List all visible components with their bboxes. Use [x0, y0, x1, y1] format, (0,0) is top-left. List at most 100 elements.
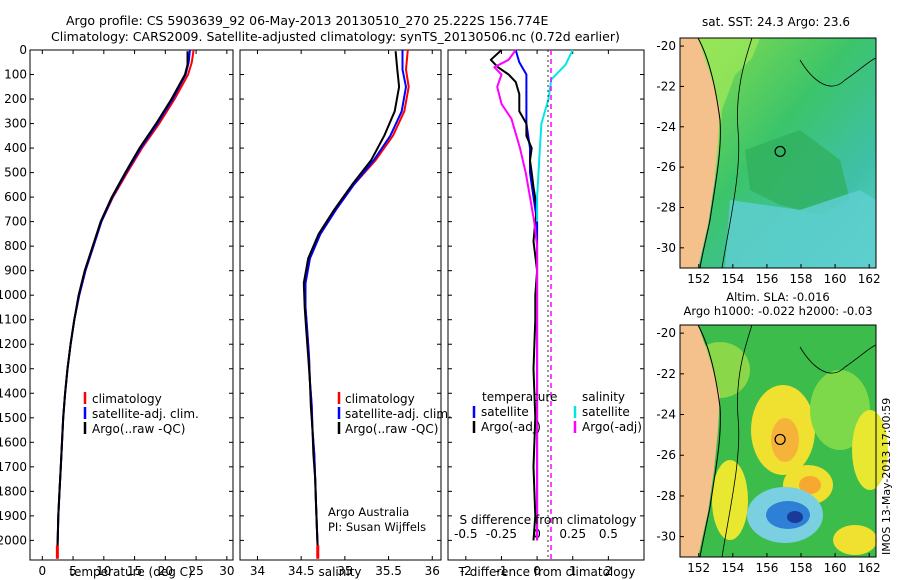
- temperature-legend: climatology satellite-adj. clim. Argo(..…: [83, 392, 199, 436]
- series-line-argo-raw-qc-: [302, 51, 401, 551]
- y-tick-label: 1200: [0, 337, 27, 351]
- difference-xlabel: T difference from climatology: [458, 565, 636, 579]
- sst-map-title: sat. SST: 24.3 Argo: 23.6: [702, 15, 850, 29]
- y-tick-label: 1100: [0, 313, 27, 327]
- sla-anomaly-k: [833, 525, 877, 555]
- lon-tick-label: 156: [755, 272, 778, 286]
- sst-reef-contour: [799, 57, 877, 87]
- sst-shelf-contour: [721, 37, 753, 269]
- lon-tick-label: 160: [824, 272, 847, 286]
- difference-legend: temperature salinity satellite Argo(-adj…: [472, 390, 642, 434]
- sla-map-frame: [679, 324, 877, 558]
- lon-tick-label: 154: [721, 561, 744, 575]
- lon-tick-label: 156: [755, 561, 778, 575]
- legend-label-climatology: climatology: [92, 392, 162, 406]
- lat-tick-label: -22: [656, 79, 676, 93]
- legend-label-argo: Argo(..raw -QC): [345, 422, 438, 436]
- sst-cool-south: [725, 190, 876, 268]
- lon-tick-label: 154: [721, 272, 744, 286]
- series-line-s-satellite: [536, 49, 574, 222]
- bottom-marker: [316, 545, 320, 559]
- legend-label-s-satellite: satellite: [582, 405, 630, 419]
- x-tick-label: 2: [605, 564, 613, 578]
- sst-map-axes: -20 -22 -24 -26 -28 -30 152 154 156 158 160 162: [656, 39, 880, 286]
- lat-tick-label: -24: [656, 408, 676, 422]
- sst-land-mask: [680, 38, 720, 268]
- temperature-series: [55, 49, 195, 559]
- sst-coastline: [697, 37, 721, 269]
- sla-anomaly-g: [799, 476, 821, 494]
- lon-tick-label: 162: [858, 272, 881, 286]
- lon-tick-label: 158: [790, 272, 813, 286]
- x-tick-label: 10: [96, 564, 111, 578]
- y-tick-label: 500: [4, 166, 27, 180]
- legend-label-climatology: climatology: [345, 392, 415, 406]
- s-tick-label: 0.5: [599, 527, 618, 541]
- bottom-marker: [55, 545, 59, 559]
- salinity-series: [302, 49, 410, 559]
- y-tick-label: 1700: [0, 460, 27, 474]
- difference-xlabel-top: S difference from climatology: [460, 513, 637, 527]
- y-tick-label: 1300: [0, 362, 27, 376]
- y-tick-label: 700: [4, 215, 27, 229]
- sla-map-axes: -20 -22 -24 -26 -28 -30 152 154 156 158 160 162: [656, 326, 880, 575]
- y-tick-label: 0: [19, 43, 27, 57]
- y-tick-label: 1600: [0, 435, 27, 449]
- lat-tick-label: -26: [656, 160, 676, 174]
- s-tick-label: -0.5: [454, 527, 477, 541]
- sla-coastline: [697, 324, 721, 558]
- y-tick-label: 1400: [0, 386, 27, 400]
- sla-map: Altim. SLA: -0.016 Argo h1000: -0.022 h2…: [656, 290, 888, 575]
- x-tick-label: 25: [188, 564, 203, 578]
- sst-green-core: [745, 130, 850, 215]
- lat-tick-label: -28: [656, 489, 676, 503]
- lat-tick-label: -20: [656, 39, 676, 53]
- legend-label-satellite: satellite-adj. clim.: [345, 407, 452, 421]
- s-tick-label: -0.25: [486, 527, 517, 541]
- lat-tick-label: -28: [656, 200, 676, 214]
- lat-tick-label: -30: [656, 530, 676, 544]
- series-line-t-argo-adj-: [489, 49, 539, 541]
- y-tick-label: 100: [4, 68, 27, 82]
- x-tick-label: 30: [219, 564, 234, 578]
- salinity-xlabel: salinity: [318, 565, 361, 579]
- page-title-line1: Argo profile: CS 5903639_92 06-May-2013 …: [66, 13, 549, 28]
- lon-tick-label: 158: [790, 561, 813, 575]
- difference-plot-frame: [447, 49, 645, 561]
- sst-argo-position-marker: [774, 145, 786, 158]
- x-tick-label: 15: [127, 564, 142, 578]
- y-tick-label: 1800: [0, 484, 27, 498]
- x-tick-label: 35.5: [375, 564, 402, 578]
- salinity-legend: climatology satellite-adj. clim. Argo(..…: [337, 392, 452, 436]
- lat-tick-label: -26: [656, 448, 676, 462]
- y-tick-label: 200: [4, 92, 27, 106]
- legend-label-t-satellite: satellite: [481, 405, 529, 419]
- sla-anomaly-l: [712, 460, 748, 540]
- x-tick-label: 0: [533, 564, 541, 578]
- temperature-plot-frame: [29, 49, 234, 561]
- difference-axes: -2 -1 0 1 2-0.5 -0.25 0 0.25 0.5: [448, 49, 644, 578]
- x-tick-label: 35: [337, 564, 352, 578]
- sst-map: sat. SST: 24.3 Argo: 23.6 -20 -22 -24 -26 -2…: [656, 15, 880, 286]
- y-tick-label: 1900: [0, 509, 27, 523]
- temperature-axes: 0 5 10 15 20 25 300100200300400500600700800900…: [0, 43, 234, 578]
- lat-tick-label: -30: [656, 241, 676, 255]
- legend-label-argo: Argo(..raw -QC): [92, 422, 185, 436]
- lon-tick-label: 162: [858, 561, 881, 575]
- x-tick-label: -2: [460, 564, 472, 578]
- sla-map-title-line1: Altim. SLA: -0.016: [726, 290, 830, 304]
- lon-tick-label: 152: [687, 561, 710, 575]
- lat-tick-label: -22: [656, 367, 676, 381]
- x-tick-label: 36: [425, 564, 440, 578]
- y-tick-label: 2000: [0, 533, 27, 547]
- sla-land-mask: [680, 325, 720, 557]
- lat-tick-label: -24: [656, 120, 676, 134]
- temperature-xlabel: temperature (deg C): [69, 565, 192, 579]
- sla-anomaly-j: [787, 511, 803, 523]
- legend-label-s-argo: Argo(-adj): [582, 420, 642, 434]
- x-tick-label: -1: [495, 564, 507, 578]
- y-tick-label: 400: [4, 141, 27, 155]
- page-title-line2: Climatology: CARS2009. Satellite-adjuste…: [51, 29, 620, 44]
- lon-tick-label: 160: [824, 561, 847, 575]
